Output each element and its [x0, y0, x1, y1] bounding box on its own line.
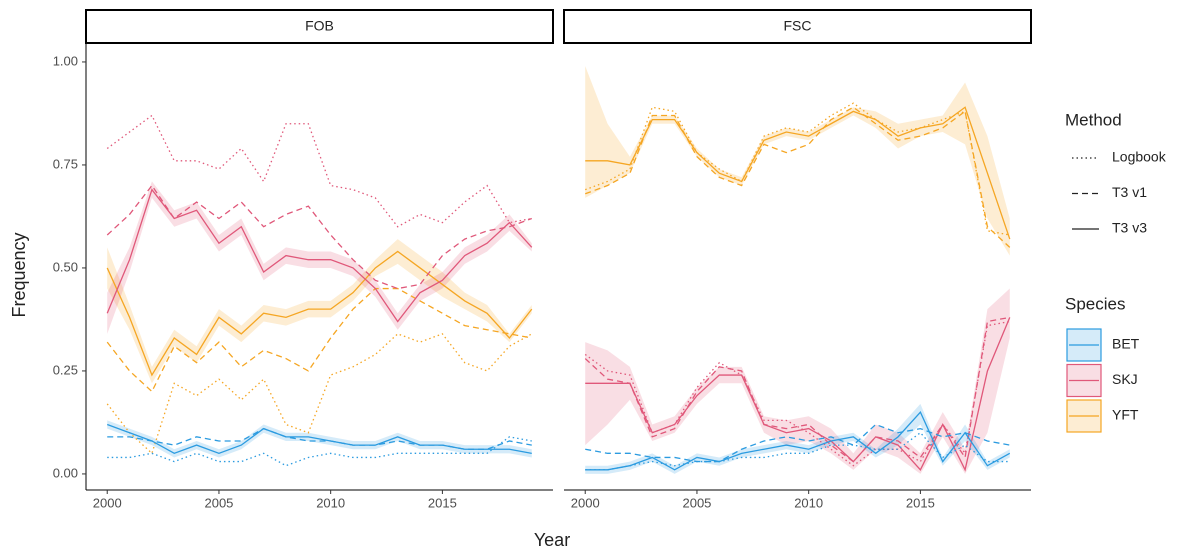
x-tick-label: 2000 [571, 495, 600, 510]
series-line [585, 317, 1011, 472]
x-tick-label: 2015 [428, 495, 457, 510]
y-tick-label: 0.50 [53, 259, 78, 274]
legend-label: YFT [1112, 407, 1139, 423]
x-tick-label: 2010 [794, 495, 823, 510]
series-line [106, 287, 532, 393]
series-line [106, 333, 533, 455]
ribbon [585, 66, 1010, 256]
legend-label: T3 v3 [1112, 220, 1147, 236]
ribbon [107, 239, 532, 384]
facet-strip [563, 9, 1032, 44]
series-line [585, 106, 1011, 248]
series-line [584, 316, 1010, 463]
legend-label: T3 v1 [1112, 184, 1147, 200]
legend-title: Species [1065, 294, 1125, 313]
series-line [106, 188, 533, 323]
y-tick-label: 0.25 [53, 362, 78, 377]
ribbon [585, 403, 1010, 474]
series-line [585, 423, 1010, 463]
series-line [585, 106, 1011, 240]
x-tick-label: 2015 [906, 495, 935, 510]
series-line [107, 423, 532, 455]
legend-label: BET [1112, 336, 1140, 352]
x-tick-label: 2005 [204, 495, 233, 510]
ribbon [107, 181, 532, 334]
y-tick-label: 0.00 [53, 465, 78, 480]
legend-label: Logbook [1112, 149, 1167, 165]
legend-label: SKJ [1112, 371, 1138, 387]
ribbon [585, 288, 1010, 474]
series-line [106, 184, 532, 290]
legend-title: Method [1065, 110, 1122, 129]
y-tick-label: 1.00 [53, 53, 78, 68]
x-tick-label: 2005 [682, 495, 711, 510]
x-axis-label: Year [534, 530, 570, 550]
facet-label: FOB [305, 18, 334, 34]
x-tick-label: 2000 [93, 495, 122, 510]
series-line [585, 410, 1011, 471]
facet-label: FSC [784, 18, 812, 34]
y-axis-label: Frequency [9, 232, 29, 317]
facet-strip [85, 9, 554, 44]
x-tick-label: 2010 [316, 495, 345, 510]
y-tick-label: 0.75 [53, 156, 78, 171]
series-line [106, 250, 533, 377]
series-line [107, 436, 532, 467]
